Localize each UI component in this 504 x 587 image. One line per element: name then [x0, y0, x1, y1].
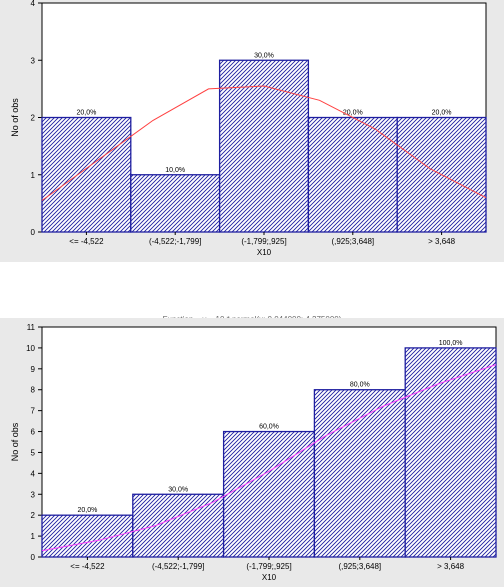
bar-data-label: 80,0% [350, 382, 370, 389]
y-tick-label: 7 [31, 407, 36, 416]
histogram-bar [218, 59, 310, 233]
histogram-bar [41, 116, 132, 233]
category-tick-label: (-1,799;,925] [246, 562, 291, 571]
bar-data-label: 60,0% [259, 424, 279, 431]
fitted-curve [41, 364, 497, 552]
y-tick-label: 3 [31, 490, 36, 499]
category-tick-label: (-4,522;-1,799] [149, 237, 201, 246]
category-tick-label: (,925;3,648] [331, 237, 374, 246]
y-tick-label: 9 [31, 365, 36, 374]
category-tick-label: > 3,648 [437, 562, 464, 571]
histogram-chart-2: 0 1 2 3 4 5 6 7 8 9 10 11 No of obs 20,0% <= -4,522 30,… [10, 323, 497, 582]
y-tick-label: 0 [31, 228, 36, 237]
histogram-panel-1: 0 1 2 3 4 No of obs 20,0% <= -4,522 10,0% (-4,522… [0, 0, 504, 262]
bar-data-label: 30,0% [254, 52, 274, 59]
y-tick-label: 1 [31, 171, 36, 180]
y-tick-label: 11 [27, 323, 36, 332]
y-tick-label: 10 [26, 344, 35, 353]
y-tick-label: 4 [31, 0, 36, 8]
histogram-bar [130, 174, 221, 233]
bar-data-label: 10,0% [165, 167, 185, 174]
x-axis-label: X10 [257, 248, 272, 257]
histogram-bar [313, 389, 406, 558]
y-tick-label: 3 [31, 56, 36, 65]
category-tick-label: <= -4,522 [69, 237, 104, 246]
histogram-panel-2: 0 1 2 3 4 5 6 7 8 9 10 11 No of obs 20,0% <= -4,522 30,… [0, 318, 504, 587]
histogram-chart-1: 0 1 2 3 4 No of obs 20,0% <= -4,522 10,0% (-4,522… [10, 0, 487, 257]
y-tick-label: 2 [31, 511, 36, 520]
y-tick-label: 4 [31, 469, 36, 478]
category-tick-label: <= -4,522 [70, 562, 105, 571]
category-tick-label: (,925;3,648] [338, 562, 381, 571]
category-tick-label: > 3,648 [428, 237, 455, 246]
histogram-bar [307, 116, 398, 233]
category-tick-label: (-1,799;,925] [241, 237, 286, 246]
bar-data-label: 20,0% [77, 507, 97, 514]
category-tick-label: (-4,522;-1,799] [152, 562, 204, 571]
histogram-bar [404, 347, 497, 558]
y-tick-label: 5 [31, 448, 36, 457]
y-tick-label: 2 [31, 114, 36, 123]
y-axis-label: No of obs [10, 422, 20, 461]
bar-data-label: 20,0% [76, 110, 96, 117]
histogram-bar [222, 430, 316, 558]
bar-data-label: 30,0% [168, 486, 188, 493]
y-tick-label: 8 [31, 386, 36, 395]
bar-data-label: 20,0% [432, 110, 452, 117]
y-axis-label: No of obs [10, 98, 20, 137]
bar-data-label: 100,0% [439, 340, 463, 347]
bar-data-label: 20,0% [343, 110, 363, 117]
fitted-curve [41, 85, 487, 201]
histogram-bar [41, 514, 134, 558]
y-tick-label: 6 [31, 428, 36, 437]
y-tick-label: 0 [31, 553, 36, 562]
y-tick-label: 1 [31, 532, 36, 541]
x-axis-label: X10 [262, 573, 277, 582]
